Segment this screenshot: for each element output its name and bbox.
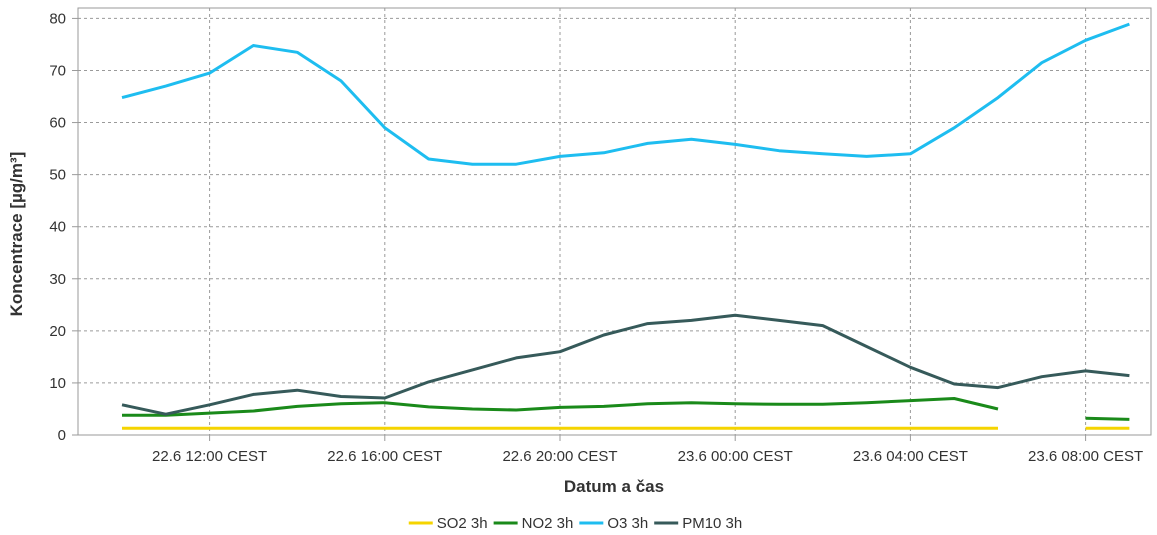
series-o3-3h [121, 22, 1130, 166]
legend-item: SO2 3h [408, 515, 488, 532]
legend-item: PM10 3h [654, 515, 742, 532]
plot-area-border [77, 7, 1152, 436]
series-line [1085, 416, 1130, 421]
x-axis-title: Datum a čas [564, 477, 664, 496]
series-pm10-3h [121, 313, 1130, 416]
legend-label: SO2 3h [437, 515, 488, 532]
x-tick-label: 22.6 12:00 CEST [152, 448, 267, 465]
y-tick-label: 70 [49, 62, 66, 79]
y-tick-label: 60 [49, 115, 66, 132]
y-tick-label: 40 [49, 219, 66, 236]
y-tick-label: 30 [49, 271, 66, 288]
y-tick-label: 0 [58, 427, 66, 444]
x-axis: 22.6 12:00 CEST 22.6 16:00 CEST 22.6 20:00… [152, 435, 1143, 465]
series-line [121, 22, 1130, 166]
x-tick-label: 23.6 08:00 CEST [1028, 448, 1143, 465]
y-axis-title: Koncentrace [µg/m³] [7, 152, 26, 317]
y-tick-label: 20 [49, 323, 66, 340]
legend-item: O3 3h [579, 515, 648, 532]
x-tick-label: 22.6 20:00 CEST [502, 448, 617, 465]
legend-item: NO2 3h [493, 515, 574, 532]
legend-label: O3 3h [607, 515, 648, 532]
legend-label: PM10 3h [682, 515, 742, 532]
x-tick-label: 23.6 00:00 CEST [678, 448, 793, 465]
y-tick-label: 50 [49, 167, 66, 184]
grid [78, 8, 1151, 435]
legend-label: NO2 3h [522, 515, 574, 532]
series-no2-3h [122, 397, 1130, 421]
x-tick-label: 22.6 16:00 CEST [327, 448, 442, 465]
y-tick-label: 10 [49, 375, 66, 392]
series-line [122, 397, 999, 417]
y-axis: 0 10 20 30 40 50 60 70 80 [49, 10, 78, 444]
legend: SO2 3h NO2 3h O3 3h PM10 3h [408, 515, 742, 532]
series [121, 22, 1130, 430]
series-line [121, 313, 1130, 416]
x-tick-label: 23.6 04:00 CEST [853, 448, 968, 465]
y-tick-label: 80 [49, 10, 66, 27]
